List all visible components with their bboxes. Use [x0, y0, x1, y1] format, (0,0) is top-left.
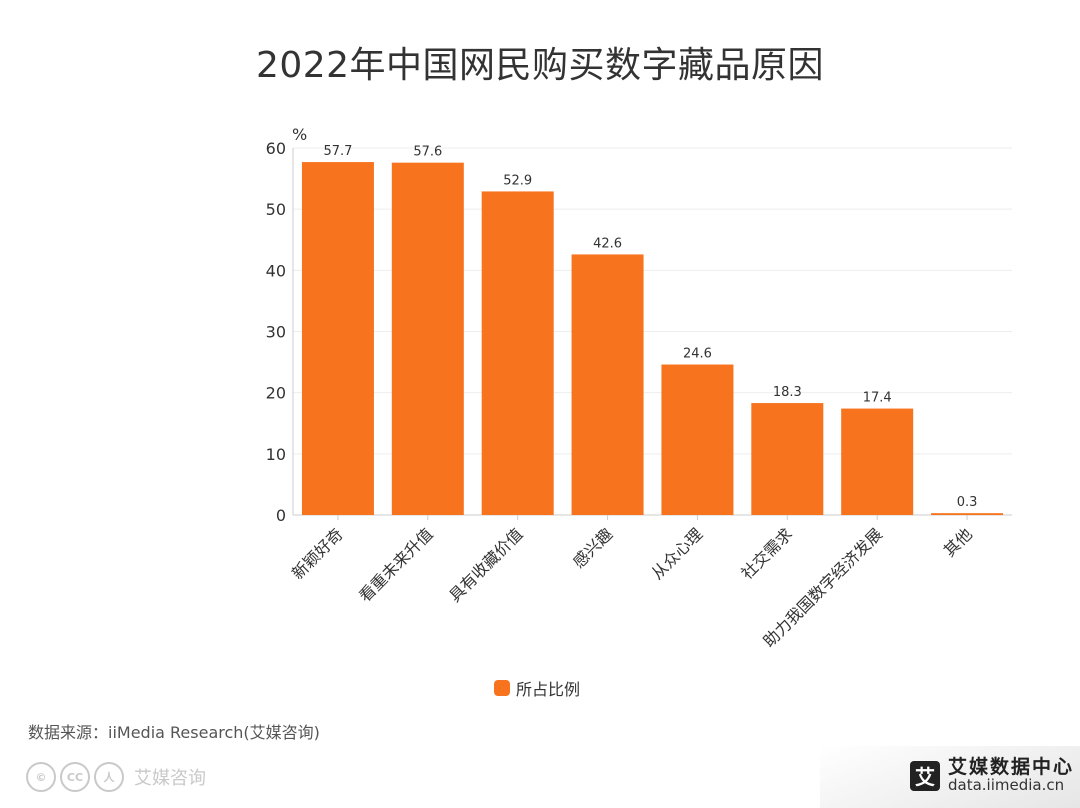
- brand-logo-icon: 艾: [910, 760, 940, 791]
- y-tick-label: 10: [266, 445, 286, 464]
- legend-swatch: [494, 680, 510, 696]
- bar: [751, 403, 824, 515]
- x-tick-label: 从众心理: [648, 524, 707, 583]
- bar: [661, 364, 734, 515]
- data-label: 24.6: [683, 347, 712, 362]
- data-label: 52.9: [503, 173, 532, 188]
- bar: [391, 162, 464, 515]
- brand-name: 艾媒数据中心: [948, 756, 1075, 778]
- x-tick-label: 社交需求: [737, 524, 796, 583]
- bar: [301, 162, 374, 515]
- data-label: 17.4: [863, 391, 892, 406]
- x-tick-label: 新颖好奇: [288, 524, 347, 583]
- x-tick-label: 具有收藏价值: [445, 524, 526, 605]
- footer-band: [820, 746, 1080, 808]
- y-tick-label: 60: [266, 139, 286, 158]
- bar: [571, 254, 644, 515]
- brand: 艾 艾媒数据中心 data.iimedia.cn: [910, 756, 1075, 794]
- y-tick-label: 50: [266, 200, 286, 219]
- copyright-icon: ©: [26, 762, 56, 792]
- y-tick-label: 30: [266, 323, 286, 342]
- bar: [841, 408, 914, 515]
- person-icon: 人: [94, 762, 124, 792]
- bar: [931, 513, 1004, 515]
- x-tick-label: 感兴趣: [569, 524, 616, 571]
- legend[interactable]: 所占比例: [494, 676, 580, 700]
- chart-title: 2022年中国网民购买数字藏品原因: [255, 45, 825, 86]
- data-label: 57.6: [413, 145, 442, 160]
- y-tick-label: 0: [276, 506, 286, 525]
- y-tick-label: 40: [266, 261, 286, 280]
- watermark: © CC 人 艾媒咨询: [26, 762, 206, 792]
- legend-label: 所占比例: [516, 680, 581, 699]
- creative-commons-icon: CC: [60, 762, 90, 792]
- data-label: 18.3: [773, 385, 802, 400]
- data-label: 0.3: [957, 495, 978, 510]
- bar-chart: 0 10 20 30 40 50 60% 57.7 新颖好奇 57.6 看重未来升值 52.9 具有收藏…: [266, 125, 1012, 651]
- brand-url: data.iimedia.cn: [948, 775, 1065, 794]
- y-tick-label: 20: [266, 384, 286, 403]
- y-axis-label: %: [292, 125, 307, 144]
- x-tick-label: 其他: [940, 524, 976, 560]
- source-note: 数据来源：iiMedia Research(艾媒咨询): [28, 723, 320, 742]
- bar: [481, 191, 554, 515]
- watermark-text: 艾媒咨询: [134, 768, 206, 789]
- x-tick-label: 看重未来升值: [355, 524, 436, 605]
- data-label: 57.7: [323, 144, 352, 159]
- data-label: 42.6: [593, 236, 622, 251]
